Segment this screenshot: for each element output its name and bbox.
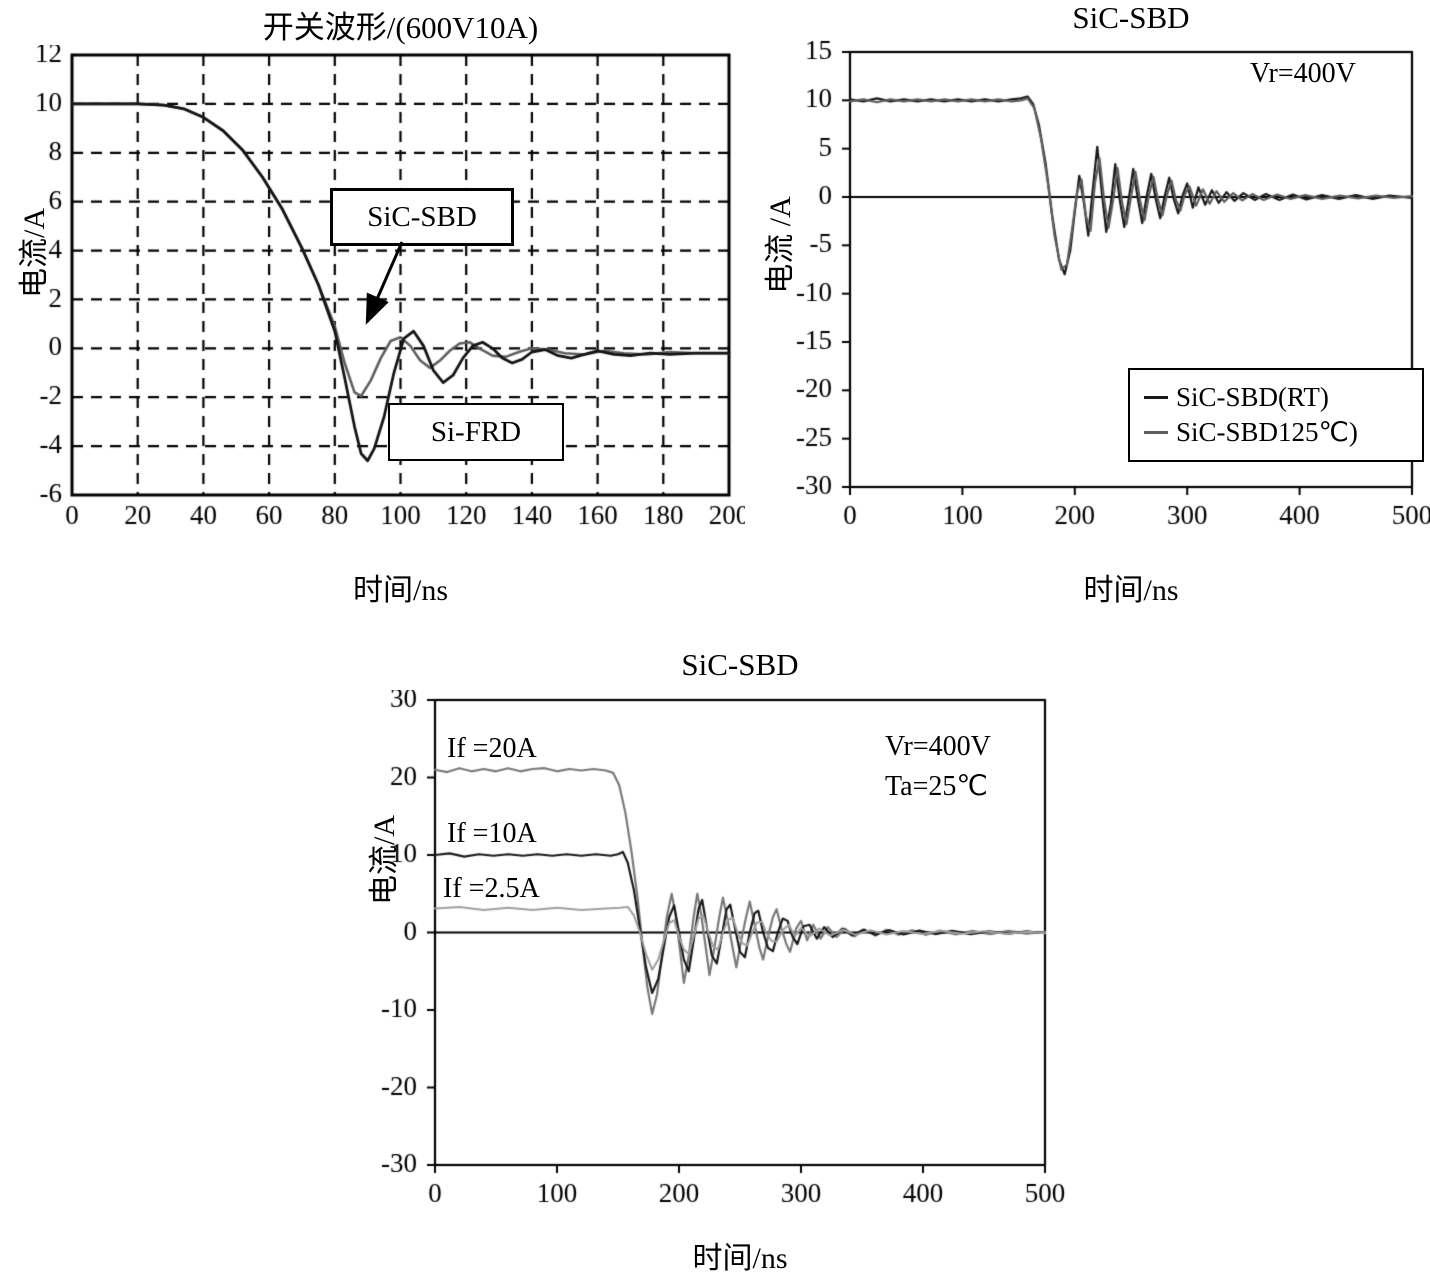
chart3-xlabel: 时间/ns: [692, 1242, 788, 1274]
chart2-annotation-vr: Vr=400V: [1250, 58, 1356, 89]
legend-swatch-rt: [1144, 396, 1168, 399]
curve-label-sic-sbd-text: SiC-SBD: [367, 200, 477, 233]
chart1-xlabel: 时间/ns: [352, 574, 448, 607]
legend-entry-rt: SiC-SBD(RT): [1144, 382, 1408, 413]
chart3-ylabel: 电流/A: [368, 815, 401, 905]
curve-label-sic-sbd: SiC-SBD: [330, 188, 514, 246]
chart3-annotation-ta: Ta=25℃: [885, 771, 988, 802]
chart2-title: SiC-SBD: [1072, 0, 1190, 35]
legend-label-rt: SiC-SBD(RT): [1176, 382, 1329, 412]
legend-label-125c: SiC-SBD125℃): [1176, 417, 1358, 447]
chart3-title: SiC-SBD: [681, 647, 799, 682]
chart-sic-sbd-temperature: SiC-SBD 电流 /A 时间/ns Vr=400V SiC-SBD(RT) …: [755, 0, 1430, 610]
curve-label-si-frd: Si-FRD: [388, 403, 564, 461]
chart3-annotation-vr: Vr=400V: [885, 731, 991, 762]
curve-label-si-frd-text: Si-FRD: [430, 415, 522, 448]
trace-label-if25: If =2.5A: [443, 873, 540, 904]
chart3-canvas: [355, 690, 1125, 1235]
chart2-ylabel: 电流 /A: [764, 196, 797, 294]
chart1-canvas: [0, 45, 745, 565]
chart-switching-waveform: 开关波形/(600V10A) 电流/A 时间/ns SiC-SBD Si-FRD: [0, 0, 745, 610]
chart1-title: 开关波形/(600V10A): [262, 10, 539, 45]
legend-swatch-125c: [1144, 431, 1168, 434]
chart-sic-sbd-currents: SiC-SBD 电流/A 时间/ns Vr=400V Ta=25℃ If =20…: [355, 645, 1125, 1274]
chart2-legend: SiC-SBD(RT) SiC-SBD125℃): [1128, 368, 1424, 462]
legend-entry-125c: SiC-SBD125℃): [1144, 417, 1408, 448]
trace-label-if10: If =10A: [447, 818, 537, 849]
chart2-canvas: [755, 40, 1430, 565]
chart2-xlabel: 时间/ns: [1083, 574, 1179, 607]
trace-label-if20: If =20A: [447, 733, 537, 764]
chart1-ylabel: 电流/A: [18, 208, 51, 298]
